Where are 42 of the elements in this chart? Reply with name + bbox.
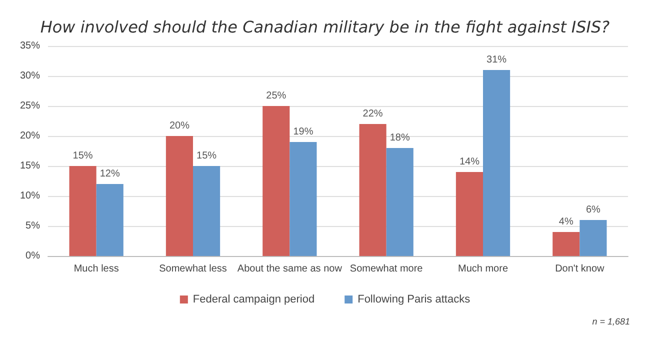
y-tick-label: 5% (26, 220, 40, 232)
data-label: 12% (100, 168, 120, 180)
data-label: 22% (362, 108, 383, 120)
data-label: 18% (390, 132, 410, 144)
data-label: 15% (196, 150, 217, 162)
bar (262, 106, 290, 256)
bar (456, 172, 483, 256)
bar (580, 220, 607, 256)
legend-label: Following Paris attacks (358, 294, 471, 306)
x-tick-label: Much less (74, 264, 119, 274)
bar (359, 124, 386, 256)
x-tick-label: Don't know (555, 264, 606, 274)
bar (166, 136, 193, 256)
x-tick-label: Somewhat less (159, 264, 227, 274)
data-label: 15% (72, 150, 93, 162)
bar (96, 184, 124, 256)
text: n = 1,681 (592, 316, 630, 326)
bar (69, 166, 96, 256)
x-tick-label: About the same as now (237, 264, 343, 274)
data-label: 31% (486, 54, 507, 66)
y-tick-label: 35% (20, 40, 40, 52)
x-tick-label: Somewhat more (350, 264, 424, 274)
legend-label: Federal campaign period (192, 294, 315, 306)
bar (552, 232, 580, 256)
data-label: 25% (266, 90, 286, 102)
y-tick-label: 30% (20, 70, 40, 82)
bar (290, 142, 317, 256)
data-label: 6% (586, 204, 601, 216)
bar (193, 166, 220, 256)
data-label: 14% (459, 156, 480, 168)
y-tick-label: 0% (26, 250, 40, 262)
bar (483, 70, 510, 256)
y-tick-label: 20% (20, 130, 40, 142)
y-tick-label: 15% (20, 160, 40, 172)
y-tick-label: 10% (20, 190, 40, 202)
data-label: 19% (293, 126, 314, 138)
data-label: 20% (169, 120, 190, 132)
chart-title: How involved should the Canadian military be in the fight against ISIS? (40, 18, 610, 36)
x-tick-label: Much more (458, 264, 508, 274)
y-tick-label: 25% (20, 100, 40, 112)
bar (386, 148, 414, 256)
data-label: 4% (558, 216, 574, 228)
